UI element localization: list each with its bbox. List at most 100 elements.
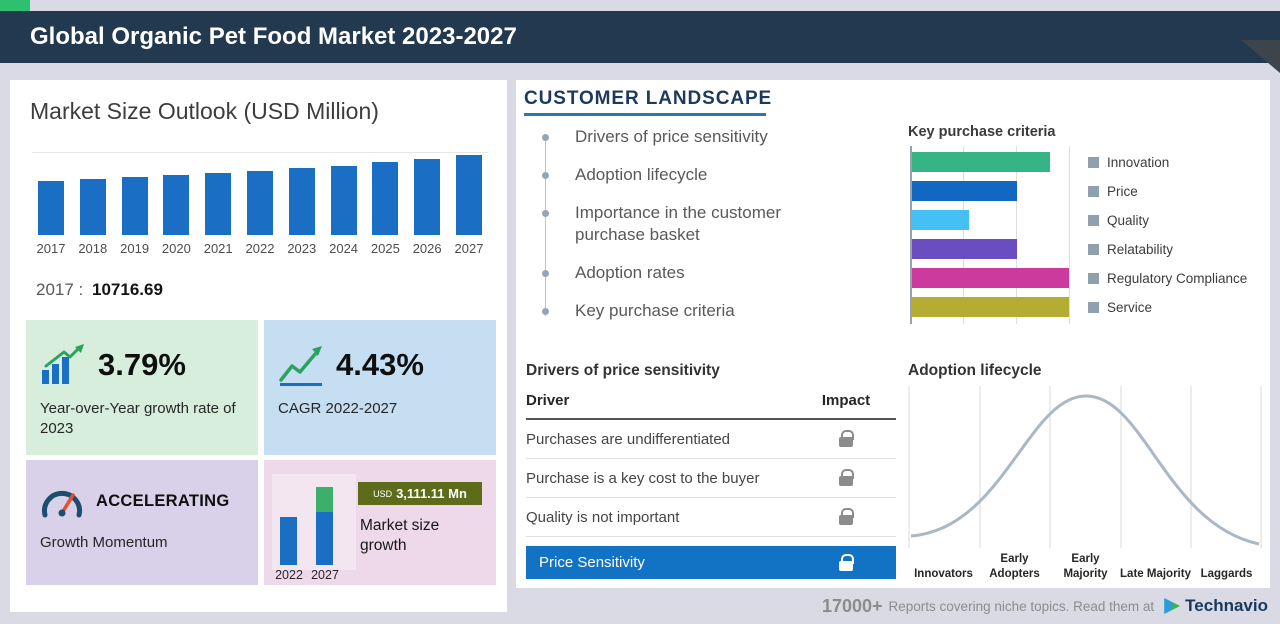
lifecycle-stage-label: Early Majority	[1063, 553, 1108, 581]
market-chart-column: 2025	[366, 162, 404, 256]
market-bar-2025	[372, 162, 399, 235]
market-chart-column: 2027	[450, 155, 488, 256]
legend-item: Service	[1088, 293, 1247, 322]
kpc-chart	[908, 146, 1076, 324]
lock-icon	[839, 469, 854, 486]
corner-fold-icon	[1241, 40, 1280, 73]
mini-year-label: 2027	[311, 568, 339, 582]
driver-column-header: Driver	[526, 392, 570, 409]
legend-marker-icon	[1088, 186, 1099, 197]
market-x-label: 2020	[161, 241, 191, 256]
market-bar-2022	[246, 171, 273, 235]
market-size-panel: Market Size Outlook (USD Million) 2017 20…	[10, 80, 507, 612]
impact-column-header: Impact	[821, 392, 871, 409]
driver-row: Quality is not important	[526, 498, 896, 537]
badge-currency: USD	[373, 488, 393, 499]
growth-card: 2022 2027 USD 3,111.11 Mn Market size gr…	[264, 460, 496, 585]
base-year-amount: 10716.69	[92, 280, 163, 299]
kpc-bar-relatability	[912, 239, 1017, 259]
legend-item: Regulatory Compliance	[1088, 264, 1247, 293]
market-x-label: 2023	[287, 241, 317, 256]
legend-item: Innovation	[1088, 148, 1247, 177]
customer-landscape-list: Drivers of price sensitivity Adoption lif…	[536, 126, 846, 338]
momentum-label: Growth Momentum	[40, 534, 168, 551]
driver-rows: Purchases are undifferentiated Purchase i…	[526, 420, 896, 537]
market-bar-2024	[330, 166, 357, 235]
market-bar-2023	[288, 168, 315, 235]
market-x-label: 2022	[245, 241, 275, 256]
base-year-label: 2017 :	[36, 280, 84, 299]
market-bar-2021	[205, 173, 232, 235]
landscape-item-label: Key purchase criteria	[575, 301, 735, 320]
lifecycle-stages: Innovators Early Adopters Early Majority La…	[908, 548, 1262, 582]
kpc-title: Key purchase criteria	[908, 124, 1056, 140]
driver-label: Purchase is a key cost to the buyer	[526, 469, 760, 487]
impact-cell	[796, 469, 896, 486]
cagr-card: 4.43% CAGR 2022-2027	[264, 320, 496, 455]
reports-count: 17000+	[821, 595, 883, 616]
market-bar-2019	[121, 177, 148, 235]
lifecycle-stage-label: Late Majority	[1120, 568, 1191, 581]
bell-curve	[908, 386, 1262, 548]
kpc-bars	[912, 152, 1069, 326]
kpc-axis-line	[910, 146, 912, 324]
lock-icon	[839, 430, 854, 447]
momentum-value: ACCELERATING	[96, 491, 230, 510]
market-chart-column: 2023	[283, 168, 321, 256]
market-size-chart: 2017 2018 2019 2020 2021 2022 2023 2024 2025 2026…	[32, 152, 488, 256]
legend-label: Quality	[1107, 213, 1150, 228]
price-sensitivity-table: Driver Impact Purchases are undifferenti…	[526, 388, 896, 579]
market-x-label: 2027	[454, 241, 484, 256]
market-chart-column: 2020	[157, 175, 195, 256]
kpc-bar-innovation	[912, 152, 1050, 172]
kpc-bar-service	[912, 297, 1069, 317]
landscape-item: Adoption lifecycle	[536, 164, 846, 186]
adoption-lifecycle-title: Adoption lifecycle	[908, 362, 1042, 379]
kpc-bar-price	[912, 181, 1017, 201]
bullet-dot-icon	[542, 172, 549, 179]
market-bar-2018	[79, 179, 106, 235]
market-x-label: 2026	[412, 241, 442, 256]
impact-cell	[796, 508, 896, 525]
landscape-item-label: Importance in the customer purchase bask…	[575, 203, 781, 244]
kpc-bar-regulatory-compliance	[912, 268, 1069, 288]
landscape-item: Drivers of price sensitivity	[536, 126, 846, 148]
mini-bar-2027	[316, 487, 333, 565]
timeline-line	[545, 136, 546, 316]
kpc-gridline	[1069, 146, 1070, 324]
market-bar-2026	[414, 159, 441, 235]
market-chart-column: 2017	[32, 181, 70, 256]
yoy-card: 3.79% Year-over-Year growth rate of 2023	[26, 320, 258, 455]
impact-cell	[796, 430, 896, 447]
legend-marker-icon	[1088, 215, 1099, 226]
cagr-value: 4.43%	[336, 347, 424, 382]
legend-label: Relatability	[1107, 242, 1174, 257]
legend-label: Regulatory Compliance	[1107, 271, 1248, 286]
price-sensitivity-title: Drivers of price sensitivity	[526, 362, 720, 379]
footer-text: Reports covering niche topics. Read them…	[888, 598, 1155, 614]
lifecycle-stage-label: Laggards	[1200, 568, 1253, 581]
market-chart-column: 2022	[241, 171, 279, 256]
momentum-card: ACCELERATING Growth Momentum	[26, 460, 258, 585]
bullet-dot-icon	[542, 270, 549, 277]
market-chart-column: 2021	[199, 173, 237, 256]
accent-square	[0, 0, 30, 11]
bullet-dot-icon	[542, 308, 549, 315]
bullet-dot-icon	[542, 134, 549, 141]
legend-label: Innovation	[1107, 155, 1170, 170]
technavio-logo[interactable]: Technavio	[1164, 596, 1268, 616]
market-bar-2027	[455, 155, 482, 235]
landscape-item: Adoption rates	[536, 262, 846, 284]
driver-row: Purchase is a key cost to the buyer	[526, 459, 896, 498]
market-x-label: 2019	[120, 241, 150, 256]
bullet-dot-icon	[542, 210, 549, 217]
market-chart-column: 2019	[116, 177, 154, 256]
market-chart-column: 2024	[325, 166, 363, 256]
header-bar: Global Organic Pet Food Market 2023-2027	[0, 11, 1280, 63]
mini-bar-growth-segment	[316, 487, 333, 512]
market-chart-column: 2018	[74, 179, 112, 256]
technavio-triangle-icon	[1164, 598, 1181, 614]
lifecycle-stage-label: Early Adopters	[989, 553, 1040, 581]
customer-landscape-panel: CUSTOMER LANDSCAPE Drivers of price sens…	[516, 80, 1270, 588]
